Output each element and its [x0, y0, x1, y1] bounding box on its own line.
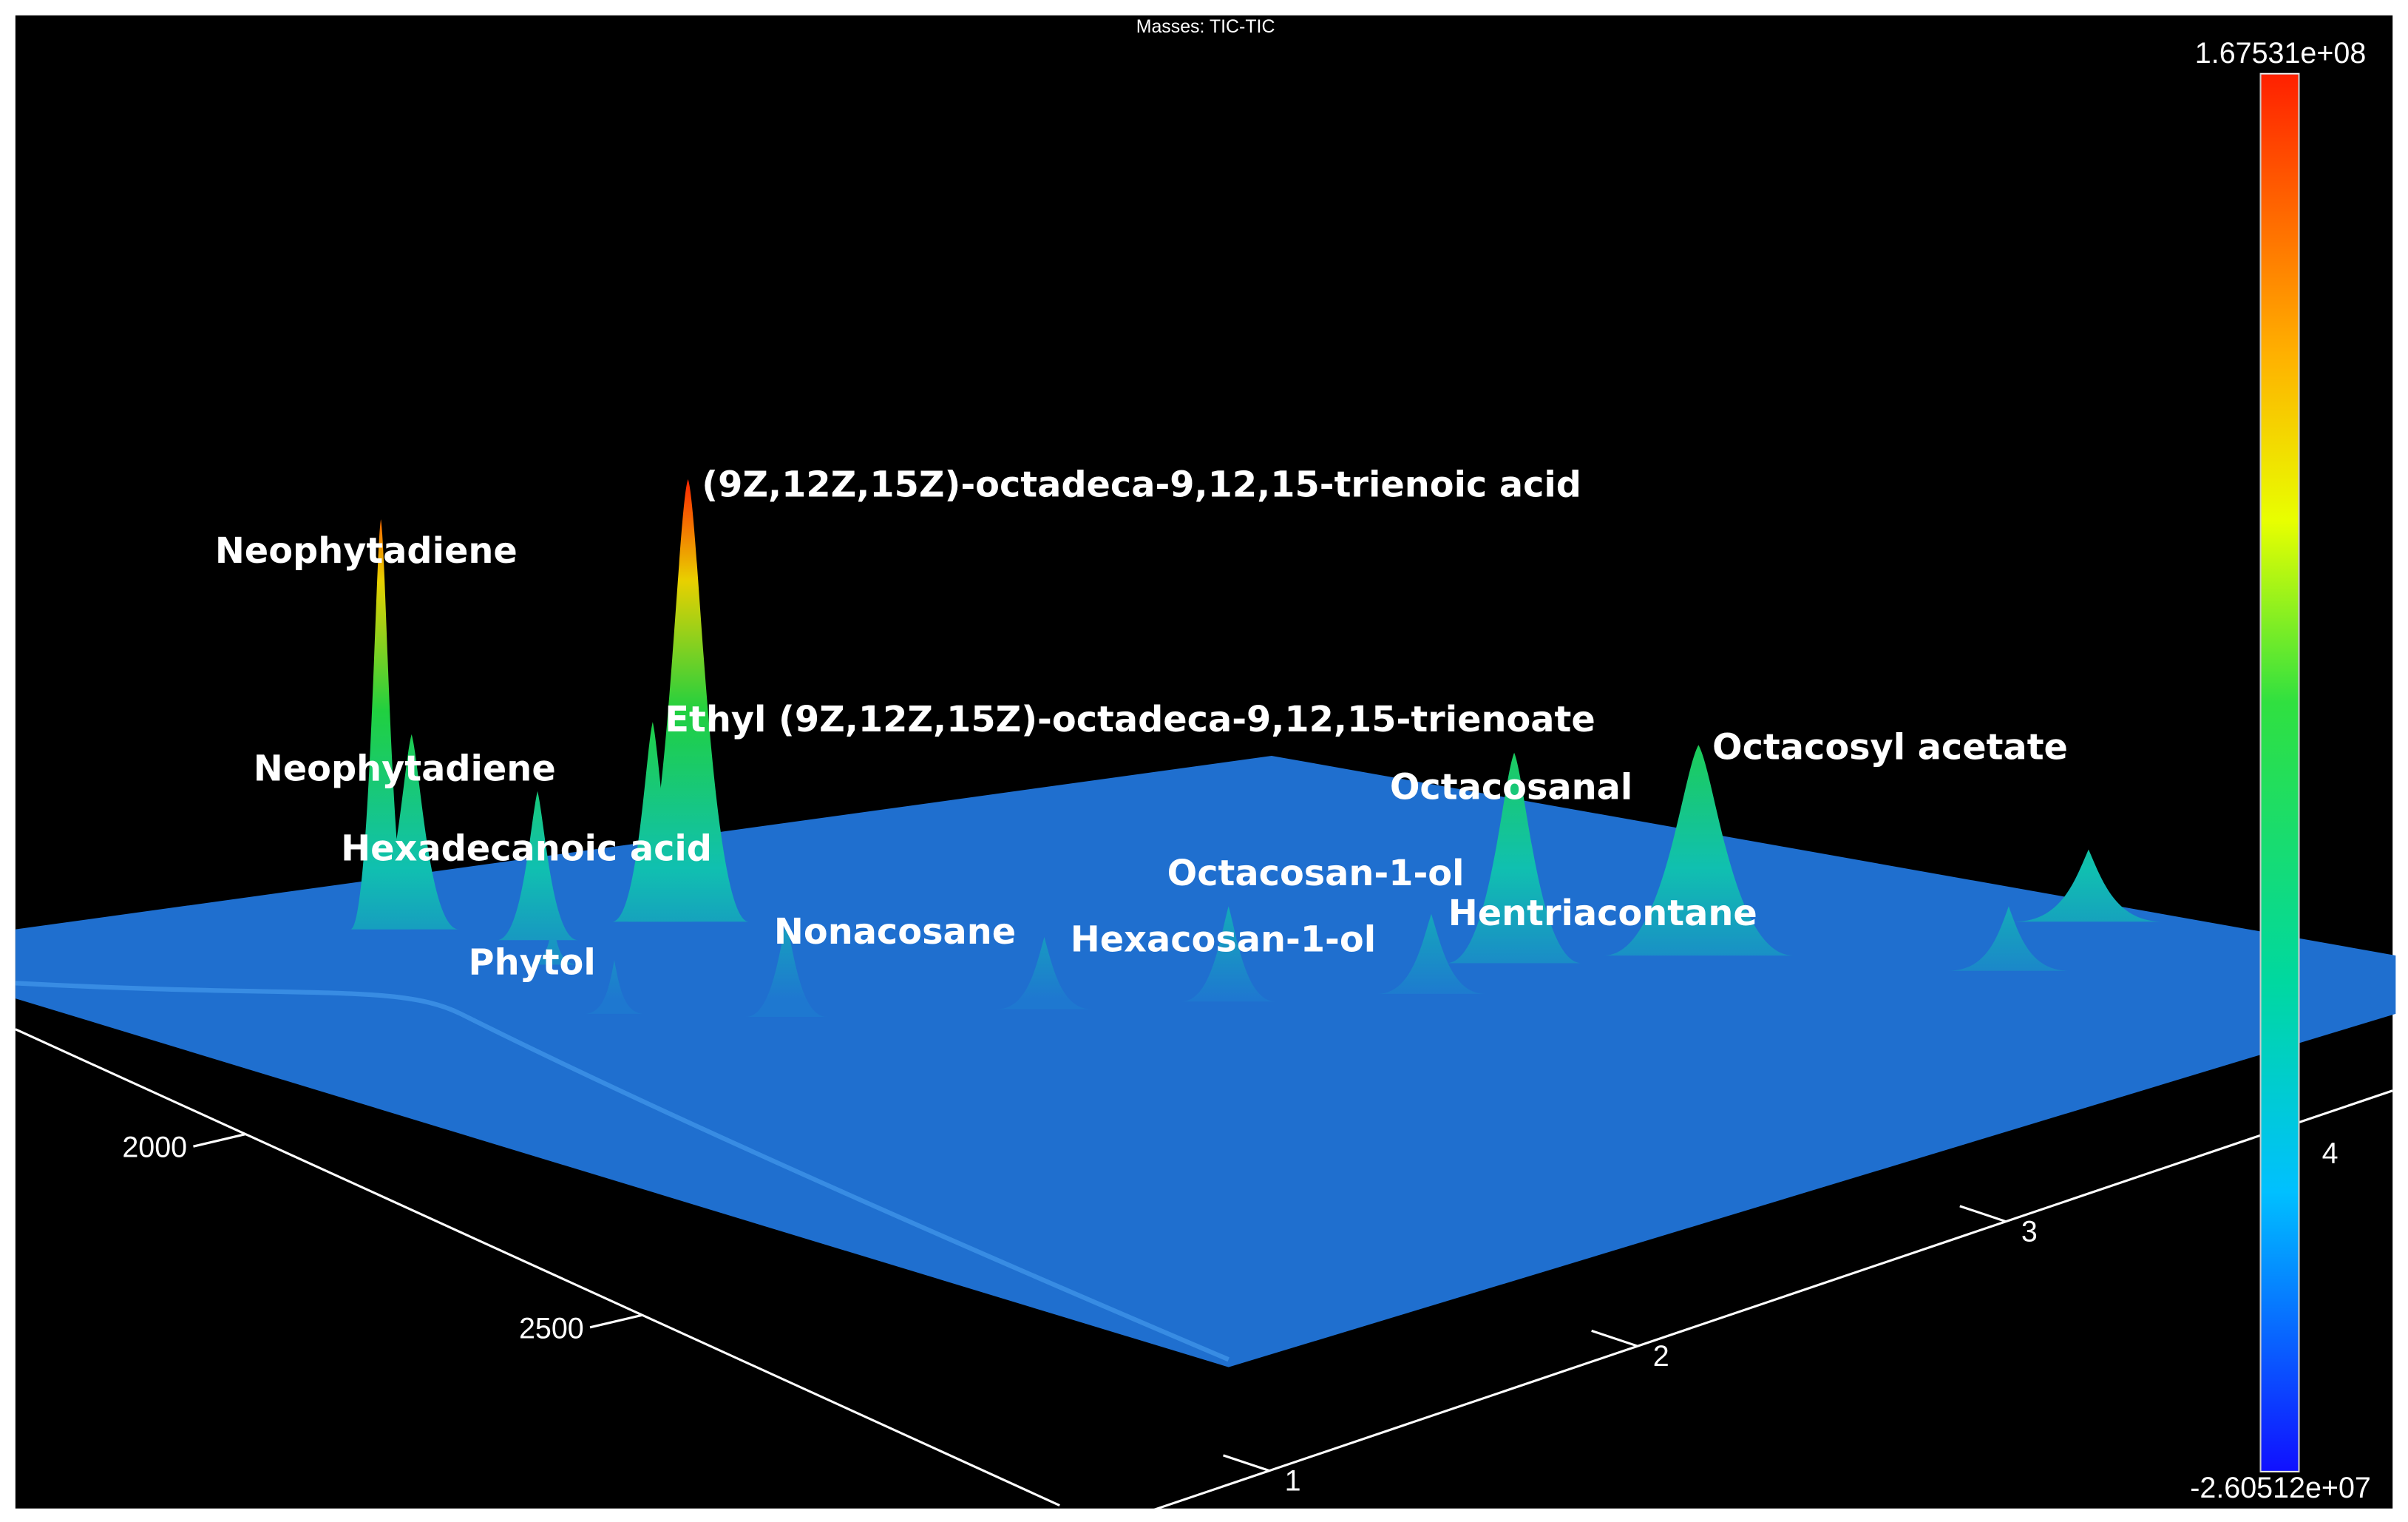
chart-title: Masses: TIC-TIC — [1136, 16, 1275, 37]
x-tick — [589, 1313, 643, 1329]
peak — [1604, 745, 1794, 956]
y-tick — [1223, 1454, 1270, 1472]
peak-label: Neophytadiene — [254, 749, 556, 790]
surface-plane — [15, 755, 2396, 1367]
peak — [1377, 913, 1486, 994]
peak-label: Neophytadiene — [215, 531, 518, 572]
peak-label: Hexadecanoic acid — [341, 829, 712, 870]
peak — [2014, 849, 2163, 922]
peak-label: Ethyl (9Z,12Z,15Z)-octadeca-9,12,15-trie… — [665, 700, 1595, 740]
peak — [1446, 752, 1582, 964]
y-tick-label: 2 — [1653, 1340, 1669, 1373]
peak-label: (9Z,12Z,15Z)-octadeca-9,12,15-trienoic a… — [702, 464, 1581, 505]
colorbar — [2259, 72, 2300, 1472]
peak-label: Octacosyl acetate — [1712, 728, 2068, 768]
x-tick — [193, 1133, 246, 1148]
peak — [627, 479, 749, 922]
peak — [1947, 906, 2070, 971]
peak — [583, 960, 645, 1014]
peak-label: Hentriacontane — [1448, 893, 1757, 934]
x-axis — [15, 1028, 1060, 1506]
peak — [611, 722, 693, 922]
peak — [1181, 906, 1276, 1002]
y-tick — [1591, 1329, 1638, 1347]
peak-label: Octacosan-1-ol — [1167, 853, 1465, 894]
peak — [364, 734, 459, 930]
peak — [497, 791, 578, 941]
peak-label: Phytol — [469, 942, 596, 983]
peak — [350, 519, 412, 930]
peak-label: Nonacosane — [774, 912, 1016, 953]
y-axis — [1143, 1089, 2393, 1515]
colorbar-tick-label: 1.67531e+08 — [2195, 37, 2366, 70]
peak — [526, 921, 580, 965]
y-tick-label: 1 — [1285, 1465, 1301, 1498]
x-tick-label: 2000 — [122, 1132, 187, 1164]
peak-label: Hexacosan-1-ol — [1071, 919, 1376, 960]
peak-label: Octacosanal — [1390, 768, 1632, 808]
colorbar-label: 4 — [2322, 1137, 2339, 1169]
surface-ridge — [15, 981, 1230, 1362]
y-tick — [1959, 1205, 2007, 1223]
peaks — [350, 479, 2163, 1018]
y-tick-label: 3 — [2021, 1216, 2038, 1248]
peak — [745, 921, 827, 1018]
peak — [997, 937, 1092, 1009]
colorbar-tick-label: -2.60512e+07 — [2190, 1472, 2371, 1504]
x-tick-label: 2500 — [519, 1312, 584, 1345]
